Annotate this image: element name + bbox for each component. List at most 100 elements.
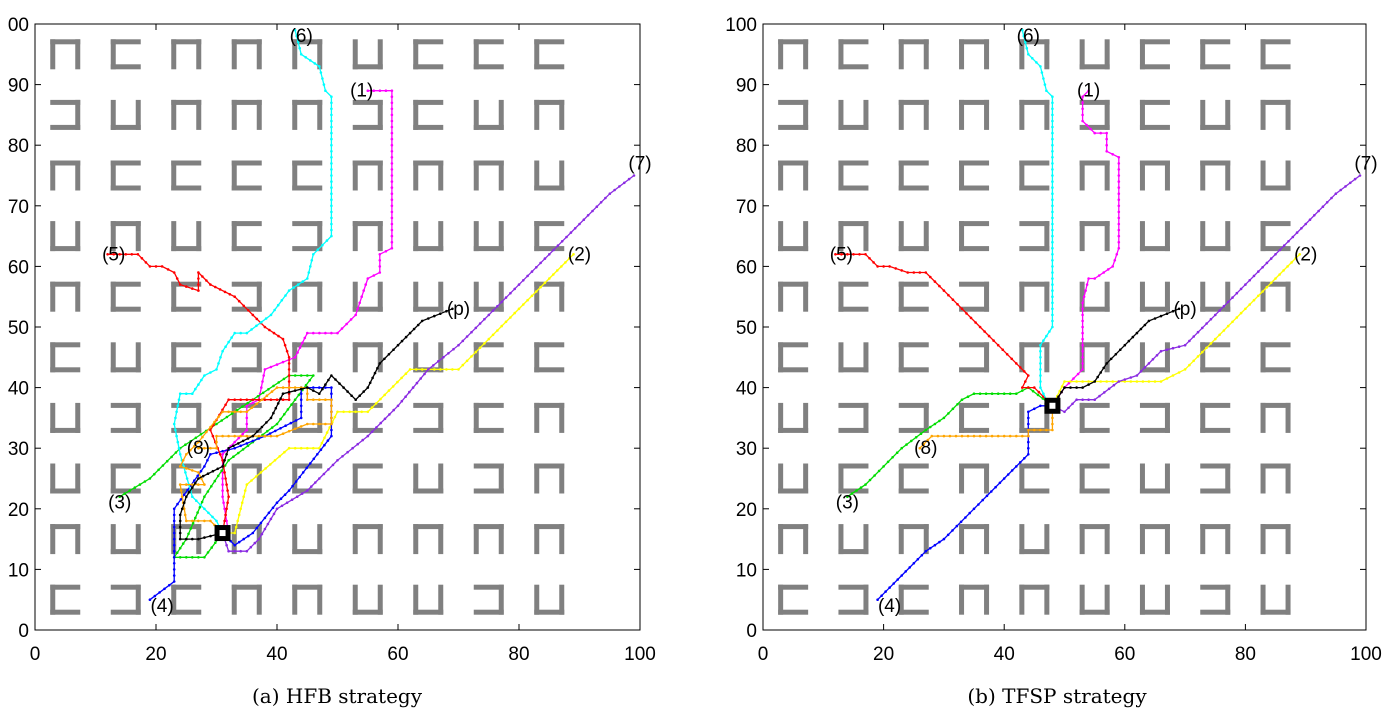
series-point: [242, 495, 245, 499]
series-point: [1308, 218, 1312, 221]
series-point: [1117, 246, 1121, 250]
series-point: [180, 507, 184, 511]
series-point: [197, 519, 200, 523]
series-point: [273, 308, 276, 312]
series-point: [297, 393, 301, 397]
series-point: [543, 281, 547, 285]
series-point: [287, 374, 291, 377]
series-point: [942, 416, 946, 420]
series-point: [892, 582, 895, 585]
series-point: [591, 209, 594, 213]
series-point: [1147, 362, 1151, 365]
series-point: [300, 492, 304, 495]
series-point: [1084, 289, 1087, 292]
series-point: [1051, 137, 1054, 141]
obstacle-n-shape: [413, 524, 444, 555]
series-point: [416, 323, 420, 327]
obstacle-c-shape: [959, 160, 990, 191]
series-point: [1037, 390, 1041, 394]
series-point: [246, 401, 249, 405]
series-point: [922, 442, 926, 446]
series-point: [255, 430, 259, 433]
obstacle-n-shape: [171, 39, 202, 70]
series-point: [374, 402, 378, 405]
series-point: [1231, 320, 1234, 324]
series-point: [178, 392, 182, 396]
series-point: [211, 434, 215, 438]
series-point: [172, 543, 176, 547]
series-point: [384, 250, 388, 253]
series-point: [196, 474, 199, 478]
obstacle-n-shape: [898, 524, 929, 555]
series-point: [178, 556, 182, 559]
obstacle-reverse-c-shape: [959, 342, 990, 373]
series-point: [1105, 137, 1108, 141]
series-point: [287, 368, 291, 371]
obstacle-n-shape: [292, 99, 323, 130]
y-tick-label: 90: [736, 76, 757, 97]
series-point: [172, 537, 176, 541]
series-point: [1021, 386, 1024, 389]
series-point: [960, 398, 964, 402]
series-point: [888, 265, 891, 268]
series-labels: (1)(2)(3)(4)(5)(6)(7)(8)(p): [830, 26, 1378, 617]
series-point: [245, 410, 249, 414]
series-point: [1081, 107, 1084, 111]
obstacle-grid: [778, 39, 1291, 615]
series-point: [487, 337, 491, 341]
series-point: [209, 453, 212, 456]
series-label-4: (5): [102, 244, 125, 265]
series-point: [1287, 240, 1290, 243]
series-label-3: (4): [150, 596, 173, 617]
series-point: [998, 481, 1002, 485]
series-point: [1141, 380, 1145, 383]
series-point: [174, 416, 177, 420]
series-point: [896, 578, 899, 581]
series-point: [330, 174, 333, 177]
series-point: [552, 273, 555, 276]
series-point: [990, 490, 993, 493]
series-point: [179, 489, 183, 492]
series-point: [1093, 398, 1096, 402]
series-point: [478, 346, 482, 350]
series-point: [1165, 312, 1169, 316]
series-point: [1002, 434, 1006, 438]
series-point: [375, 426, 378, 429]
series-point: [1205, 346, 1208, 350]
series-point: [1031, 389, 1035, 393]
series-point: [900, 574, 903, 577]
series-point: [250, 328, 253, 331]
series-point: [390, 222, 394, 226]
series-point: [237, 540, 241, 544]
obstacle-u-shape: [838, 99, 869, 130]
series-point: [404, 395, 407, 399]
y-tick-label: 10: [736, 560, 757, 581]
series-point: [239, 410, 242, 414]
series-point: [1087, 380, 1090, 383]
series-point: [299, 53, 303, 56]
series-point: [196, 511, 199, 514]
series-point: [178, 519, 182, 523]
series-point: [221, 495, 224, 499]
series-point: [293, 427, 297, 431]
series-point: [176, 502, 179, 506]
series-point: [876, 265, 879, 268]
obstacle-u-shape: [110, 99, 141, 130]
series-point: [996, 392, 1000, 396]
series-point: [933, 280, 937, 283]
series-point: [1222, 329, 1226, 332]
series-point: [1081, 343, 1084, 347]
obstacle-n-shape: [959, 39, 990, 70]
series-point: [358, 394, 362, 398]
obstacle-c-shape: [231, 160, 262, 191]
y-tick-label: 80: [8, 136, 29, 157]
series-point: [1081, 301, 1084, 305]
series-point: [1235, 316, 1239, 319]
series-point: [224, 403, 227, 407]
series-point: [1082, 295, 1086, 299]
series-point: [1081, 101, 1084, 105]
series-point: [295, 34, 299, 38]
series-point: [158, 591, 161, 594]
series-point: [253, 541, 257, 545]
series-point: [972, 392, 976, 396]
